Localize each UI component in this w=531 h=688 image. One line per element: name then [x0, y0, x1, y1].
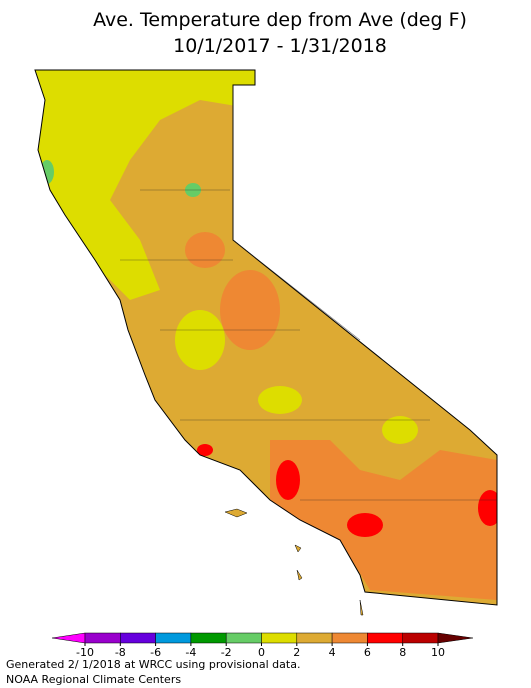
yellow-region	[258, 386, 302, 414]
colorbar-tick-label: -4	[185, 646, 196, 659]
california-map	[34, 69, 498, 616]
colorbar-swatch	[331, 632, 368, 644]
red-region	[276, 460, 300, 500]
yellow-region	[175, 310, 225, 370]
colorbar-swatch	[225, 632, 262, 644]
colorbar-swatch	[120, 632, 156, 644]
footer-line: Generated 2/ 1/2018 at WRCC using provis…	[6, 658, 300, 671]
colorbar-tick-label: 8	[399, 646, 406, 659]
colorbar-swatch	[190, 632, 227, 644]
islands	[224, 508, 364, 616]
footer-line: NOAA Regional Climate Centers	[6, 673, 181, 686]
colorbar-tick-label: 0	[258, 646, 265, 659]
colorbar-swatch	[367, 632, 403, 644]
colorbar-tick-label: 6	[364, 646, 371, 659]
yellow-region	[382, 416, 418, 444]
county-lines	[120, 85, 497, 501]
map-title: Ave. Temperature dep from Ave (deg F)	[93, 9, 467, 31]
orange-region	[270, 440, 497, 600]
yellow-region	[35, 70, 260, 300]
colorbar-tick-label: 4	[329, 646, 336, 659]
colorbar-tick-label: -6	[150, 646, 161, 659]
colorbar-swatch	[296, 632, 333, 644]
colorbar-tick-label: -8	[115, 646, 126, 659]
orange-region	[185, 232, 225, 268]
colorbar-arrow	[51, 632, 86, 644]
red-region	[197, 444, 213, 456]
red-region	[478, 490, 497, 526]
colorbar-swatch	[84, 632, 121, 644]
colorbar-swatch	[155, 632, 192, 644]
map-subtitle: 10/1/2017 - 1/31/2018	[173, 35, 387, 57]
colorbar: -10 -8 -6 -4 -2 0 2 4 6 8 10	[51, 632, 474, 659]
colorbar-tick-label: -2	[221, 646, 232, 659]
colorbar-arrow	[437, 632, 474, 644]
colorbar-tick-label: 10	[431, 646, 445, 659]
red-region	[347, 513, 383, 537]
orange-region	[220, 270, 280, 350]
colorbar-tick-label: 2	[293, 646, 300, 659]
colorbar-swatch	[402, 632, 439, 644]
state-border	[34, 69, 498, 606]
colorbar-tick-label: -10	[76, 646, 94, 659]
colorbar-swatch	[261, 632, 298, 644]
